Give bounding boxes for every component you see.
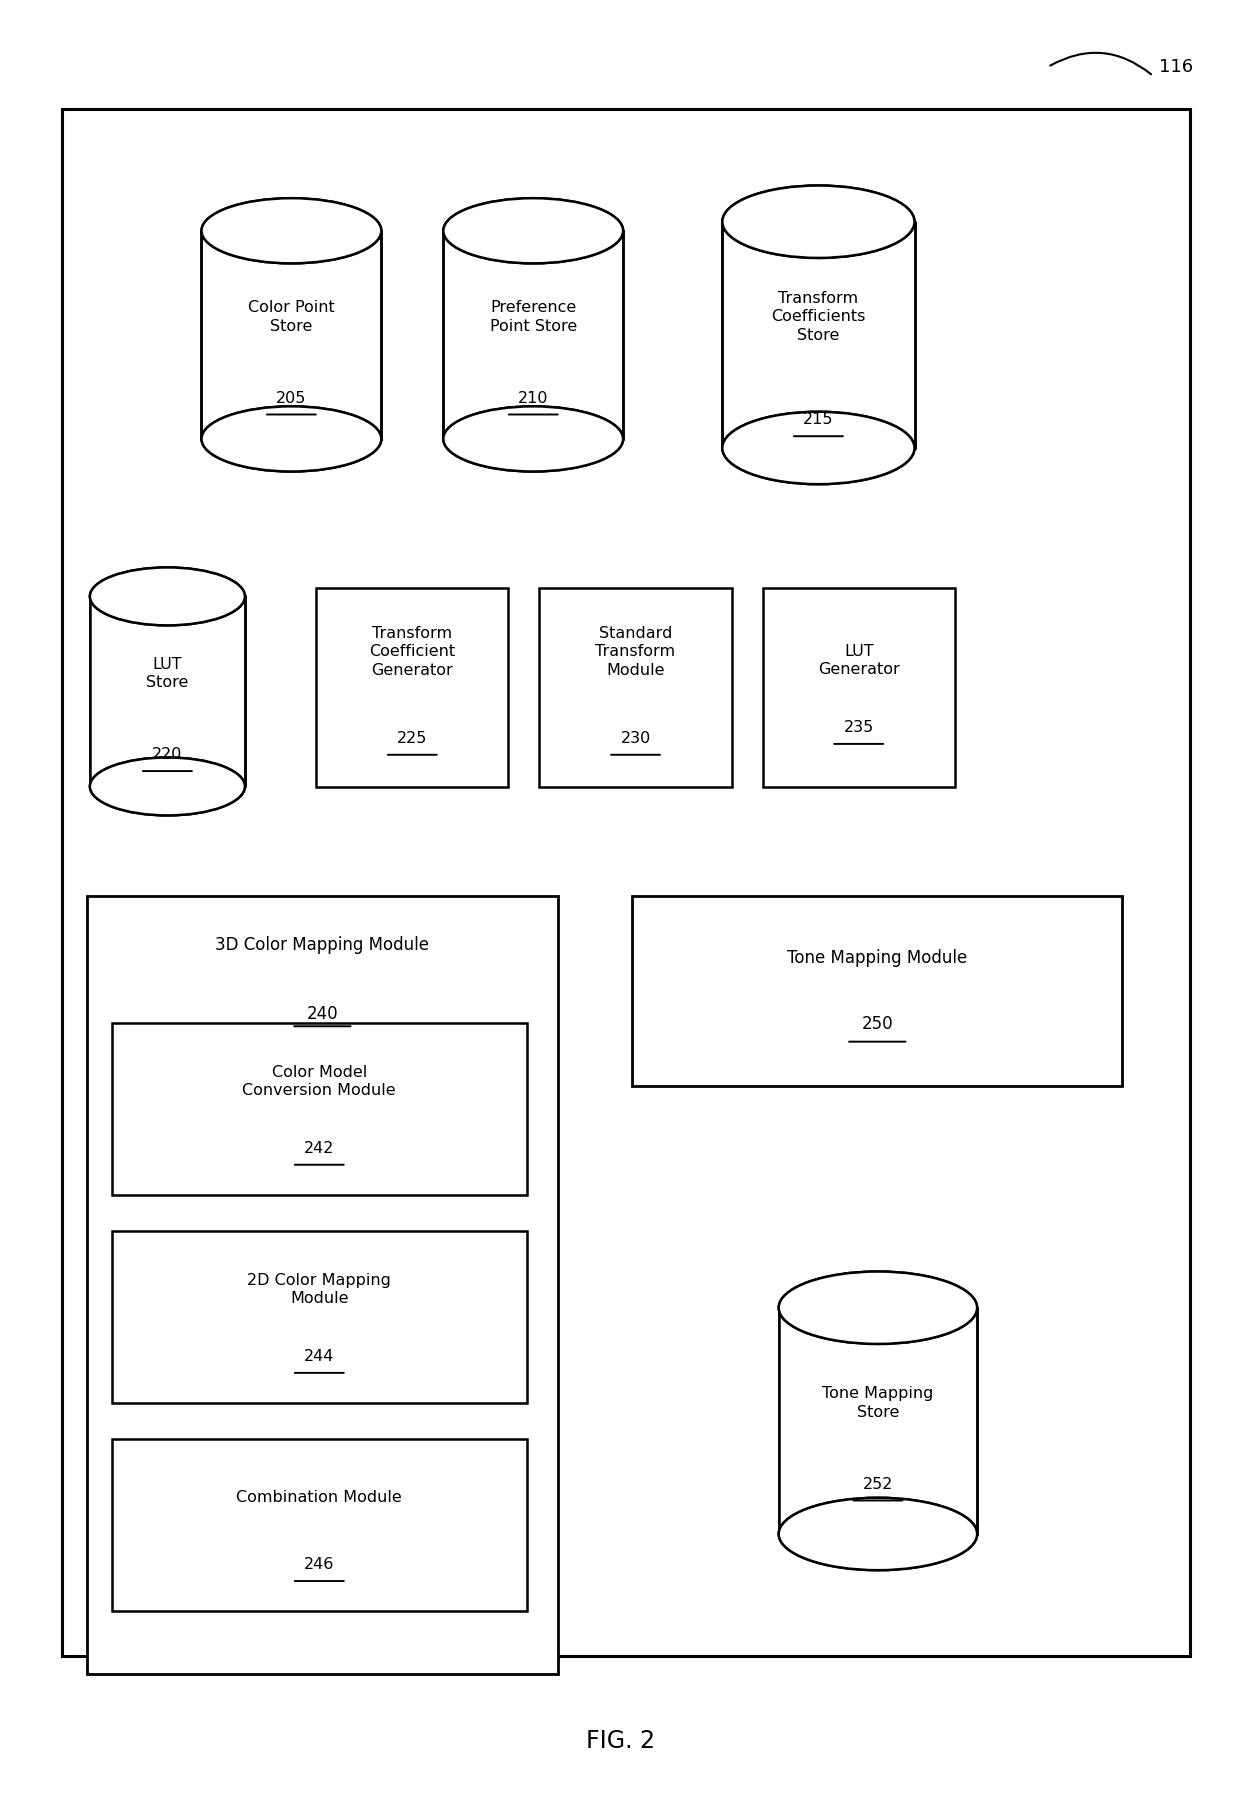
Text: 215: 215 [804,413,833,427]
Text: 2D Color Mapping
Module: 2D Color Mapping Module [247,1272,392,1307]
Bar [722,223,915,449]
Ellipse shape [779,1499,977,1569]
Text: 3D Color Mapping Module: 3D Color Mapping Module [216,936,429,954]
Bar [92,597,243,784]
Text: Preference
Point Store: Preference Point Store [490,300,577,333]
Text: 240: 240 [306,1005,339,1023]
Text: 230: 230 [620,731,651,746]
Text: 235: 235 [843,720,874,735]
Text: 246: 246 [304,1557,335,1573]
Bar [763,588,955,787]
Ellipse shape [779,1499,977,1569]
Bar [444,232,622,440]
Ellipse shape [201,197,381,262]
Ellipse shape [91,568,246,626]
Text: 244: 244 [304,1348,335,1365]
Text: Color Point
Store: Color Point Store [248,300,335,333]
FancyArrowPatch shape [1050,52,1151,74]
Text: 210: 210 [518,391,548,405]
Bar [112,1439,527,1611]
Text: Standard
Transform
Module: Standard Transform Module [595,626,676,677]
Ellipse shape [444,407,624,472]
Ellipse shape [201,407,381,472]
Bar [201,232,381,440]
Ellipse shape [722,185,915,259]
Bar [724,224,913,447]
Ellipse shape [444,407,624,472]
Ellipse shape [91,757,246,814]
Ellipse shape [779,1271,977,1343]
Ellipse shape [444,197,624,262]
Bar [91,595,246,786]
Bar [87,896,558,1674]
Bar [112,1023,527,1195]
Ellipse shape [91,757,246,814]
Bar [202,233,379,438]
Text: 205: 205 [277,391,306,405]
Bar [632,896,1122,1086]
Text: Tone Mapping
Store: Tone Mapping Store [822,1386,934,1419]
Text: FIG. 2: FIG. 2 [585,1729,655,1754]
Bar [444,233,621,438]
Text: Transform
Coefficients
Store: Transform Coefficients Store [771,291,866,342]
Text: 250: 250 [862,1015,893,1032]
Text: 252: 252 [863,1477,893,1491]
Ellipse shape [201,407,381,472]
Text: Color Model
Conversion Module: Color Model Conversion Module [243,1064,396,1099]
Text: LUT
Store: LUT Store [146,657,188,690]
Bar [112,1231,527,1403]
Ellipse shape [722,185,915,259]
Bar [539,588,732,787]
Ellipse shape [444,197,624,262]
Text: Transform
Coefficient
Generator: Transform Coefficient Generator [370,626,455,677]
Text: 242: 242 [304,1140,335,1157]
Bar [779,1307,977,1535]
Ellipse shape [722,411,915,485]
Text: Tone Mapping Module: Tone Mapping Module [787,950,967,967]
Ellipse shape [722,411,915,485]
Bar [316,588,508,787]
Ellipse shape [201,197,381,262]
Ellipse shape [91,568,246,626]
Text: LUT
Generator: LUT Generator [818,644,899,677]
Text: 225: 225 [397,731,428,746]
Bar [62,109,1190,1656]
Ellipse shape [779,1271,977,1343]
Text: 116: 116 [1159,58,1194,76]
Text: 220: 220 [153,748,182,762]
Bar [780,1310,976,1531]
Text: Combination Module: Combination Module [237,1490,402,1506]
